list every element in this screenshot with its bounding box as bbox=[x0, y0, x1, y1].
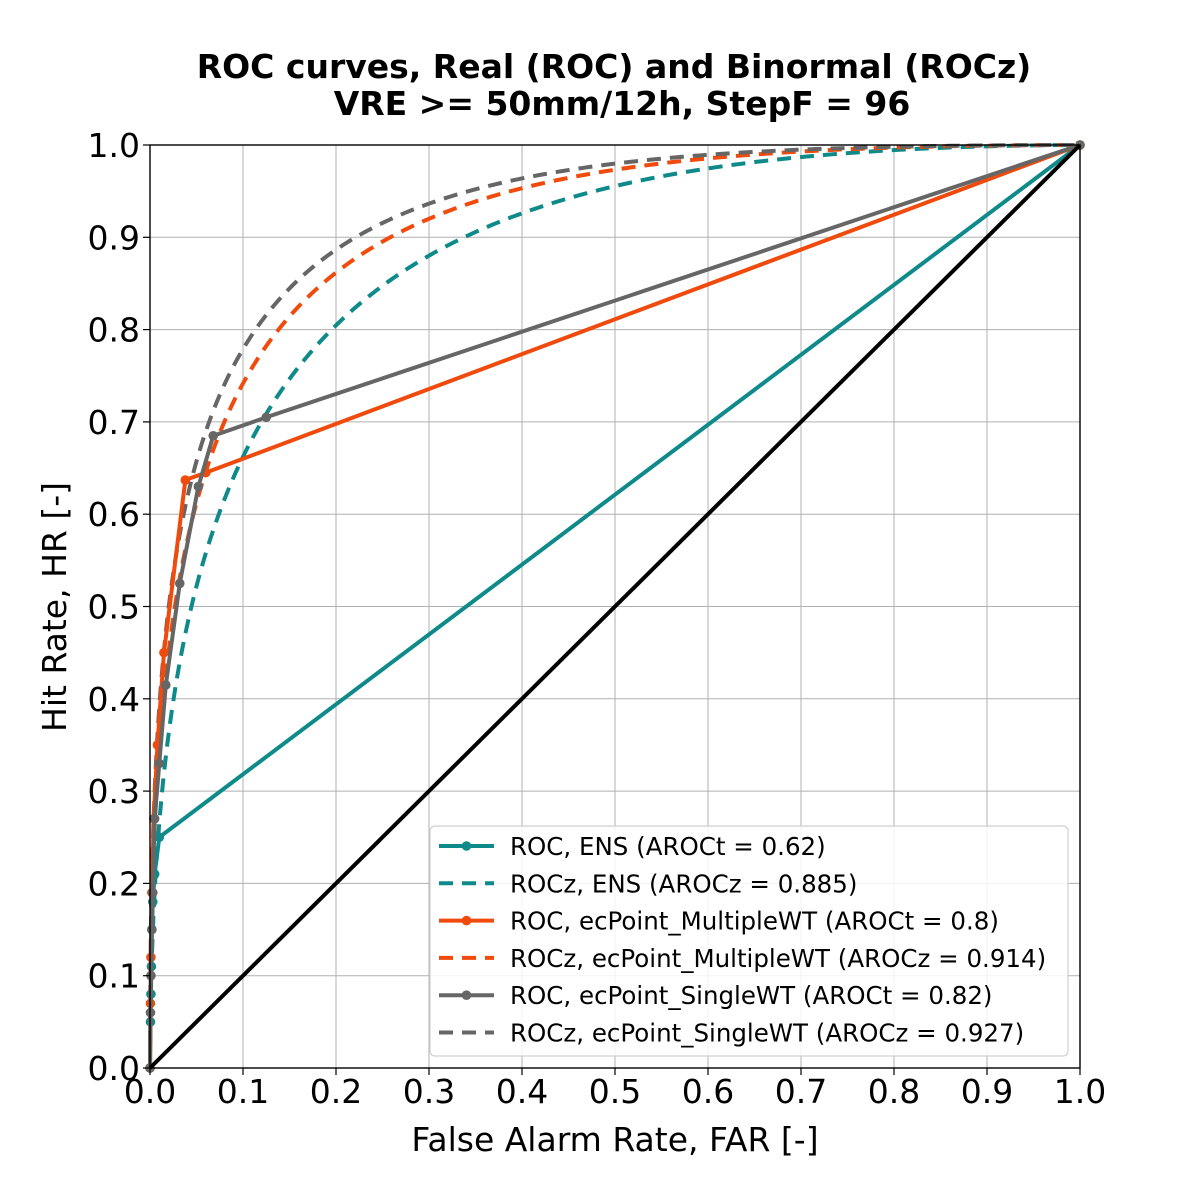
x-tick-label: 0.4 bbox=[496, 1072, 548, 1111]
data-point bbox=[149, 813, 160, 824]
y-tick-label: 0.8 bbox=[88, 311, 140, 350]
series-line bbox=[148, 143, 1081, 1068]
x-tick-label: 0.1 bbox=[217, 1072, 269, 1111]
legend-box bbox=[429, 825, 1069, 1057]
x-tick-label: 0.8 bbox=[868, 1072, 920, 1111]
data-point bbox=[159, 647, 169, 658]
y-tick-label: 1.0 bbox=[88, 126, 140, 165]
legend-label: ROC, ecPoint_SingleWT (AROCt = 0.82) bbox=[510, 981, 992, 1010]
data-point bbox=[161, 680, 171, 690]
legend: ROC, ENS (AROCt = 0.62) ROCz, ENS (AROCz … bbox=[429, 825, 1069, 1057]
x-tick-label: 0.0 bbox=[124, 1072, 176, 1111]
chart-title: ROC curves, Real (ROC) and Binormal (ROC… bbox=[197, 47, 1032, 86]
x-tick-label: 0.6 bbox=[682, 1072, 734, 1111]
legend-label: ROC, ecPoint_MultipleWT (AROCt = 0.8) bbox=[510, 907, 999, 936]
x-tick-label: 0.7 bbox=[775, 1072, 827, 1111]
y-tick-label: 0.7 bbox=[88, 403, 140, 442]
x-tick-label: 1.0 bbox=[1054, 1072, 1106, 1111]
data-point bbox=[180, 475, 191, 485]
y-tick-label: 0.9 bbox=[88, 218, 140, 257]
y-tick-label: 0.6 bbox=[88, 495, 140, 534]
legend-label: ROCz, ecPoint_MultipleWT (AROCz = 0.914) bbox=[510, 944, 1046, 973]
x-tick-label: 0.3 bbox=[403, 1072, 455, 1111]
legend-label: ROCz, ENS (AROCz = 0.885) bbox=[510, 869, 857, 898]
x-tick-label: 0.9 bbox=[961, 1072, 1013, 1111]
legend-marker bbox=[461, 990, 472, 1000]
y-tick-label: 0.2 bbox=[88, 864, 140, 903]
y-tick-label: 0.4 bbox=[88, 680, 140, 719]
data-point bbox=[208, 430, 219, 441]
y-tick-label: 0.0 bbox=[88, 1049, 140, 1088]
x-tick-label: 0.5 bbox=[589, 1072, 641, 1111]
y-tick-label: 0.1 bbox=[88, 957, 140, 996]
data-point bbox=[261, 412, 272, 423]
x-axis-label: False Alarm Rate, FAR [-] bbox=[411, 1120, 818, 1159]
data-point bbox=[146, 970, 156, 981]
legend-marker bbox=[461, 915, 472, 926]
data-point bbox=[174, 578, 185, 589]
diagonal-line bbox=[148, 143, 1082, 1070]
y-tick-label: 0.5 bbox=[88, 588, 140, 627]
data-point bbox=[154, 832, 165, 843]
legend-marker bbox=[461, 841, 472, 851]
legend-label: ROCz, ecPoint_SingleWT (AROCz = 0.927) bbox=[510, 1019, 1024, 1048]
data-point bbox=[193, 481, 204, 492]
legend-label: ROC, ENS (AROCt = 0.62) bbox=[510, 832, 826, 861]
data-point bbox=[147, 924, 157, 935]
y-tick-label: 0.3 bbox=[88, 772, 140, 811]
plot-frame bbox=[149, 144, 1081, 1069]
tick-labels: 0.0 0.1 0.2 0.3 0.4 0.5 0.6 0.7 0.8 0.9 1.0 0.0 0.1 0… bbox=[88, 126, 1107, 1111]
x-tick-label: 0.2 bbox=[310, 1072, 362, 1111]
data-point bbox=[154, 758, 165, 769]
chart-subtitle: VRE >= 50mm/12h, StepF = 96 bbox=[334, 84, 911, 123]
y-axis-label: Hit Rate, HR [-] bbox=[35, 482, 74, 732]
